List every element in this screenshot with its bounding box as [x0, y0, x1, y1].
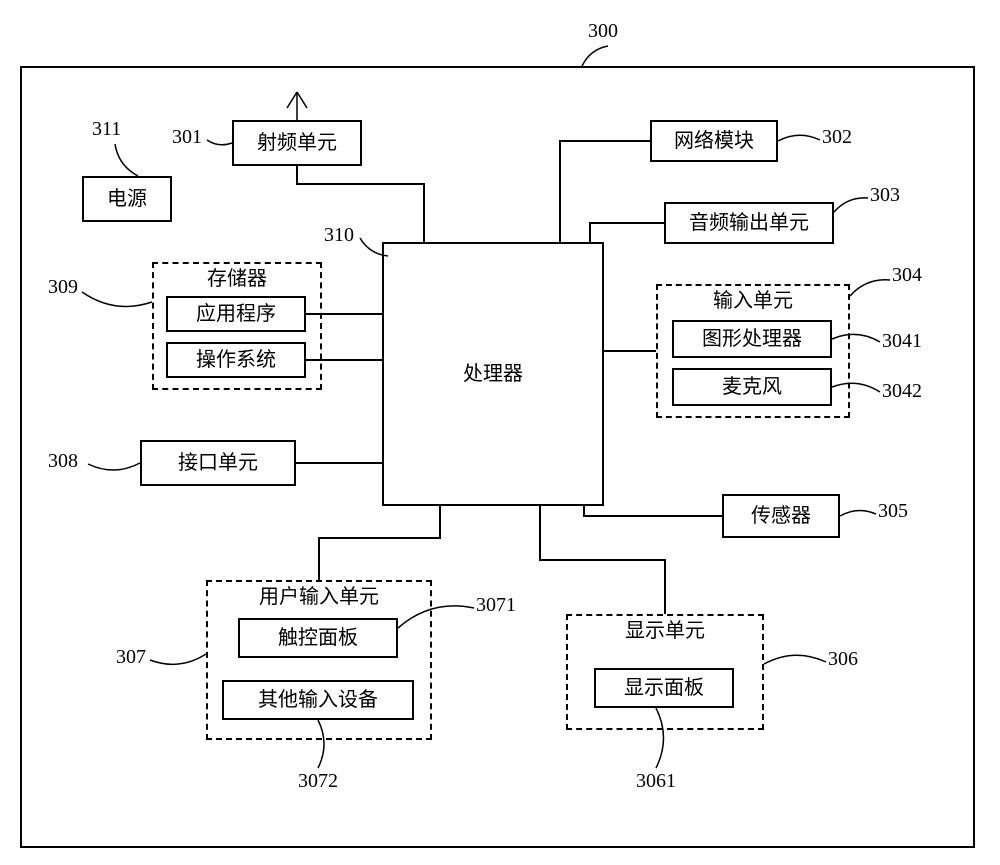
ref-305: 305 — [878, 500, 908, 523]
ref-308: 308 — [48, 450, 78, 473]
power-box: 电源 — [82, 176, 172, 222]
user_input-other-box: 其他输入设备 — [222, 680, 414, 720]
interface-box: 接口单元 — [140, 440, 296, 486]
user_input-box-label: 用户输入单元 — [208, 586, 430, 608]
ref-3061: 3061 — [636, 770, 676, 793]
ref-304: 304 — [892, 264, 922, 287]
memory-app-box: 应用程序 — [166, 296, 306, 332]
ref-300: 300 — [588, 20, 618, 43]
input_unit-box-label: 输入单元 — [658, 290, 848, 312]
network-box: 网络模块 — [650, 120, 778, 162]
display_unit-panel-box: 显示面板 — [594, 668, 734, 708]
ref-3071: 3071 — [476, 594, 516, 617]
memory-os-box: 操作系统 — [166, 342, 306, 378]
diagram-canvas: 处理器 射频单元 电源 网络模块音频输出单元存储器应用程序操作系统 输入单元图形处理器… — [0, 0, 1000, 865]
user_input-touch-box: 触控面板 — [238, 618, 398, 658]
ref-301: 301 — [172, 126, 202, 149]
ref-311: 311 — [92, 118, 121, 141]
rf_unit-box: 射频单元 — [232, 120, 362, 166]
input_unit-mic-box: 麦克风 — [672, 368, 832, 406]
processor-box: 处理器 — [382, 242, 604, 506]
ref-303: 303 — [870, 184, 900, 207]
ref-306: 306 — [828, 648, 858, 671]
ref-302: 302 — [822, 126, 852, 149]
ref-307: 307 — [116, 646, 146, 669]
ref-310: 310 — [324, 224, 354, 247]
audio_out-box: 音频输出单元 — [664, 202, 834, 244]
ref-3041: 3041 — [882, 330, 922, 353]
ref-3042: 3042 — [882, 380, 922, 403]
input_unit-gpu-box: 图形处理器 — [672, 320, 832, 358]
ref-3072: 3072 — [298, 770, 338, 793]
display_unit-box-label: 显示单元 — [568, 620, 762, 642]
memory-box-label: 存储器 — [154, 268, 320, 290]
ref-309: 309 — [48, 276, 78, 299]
sensor-box: 传感器 — [722, 494, 840, 538]
